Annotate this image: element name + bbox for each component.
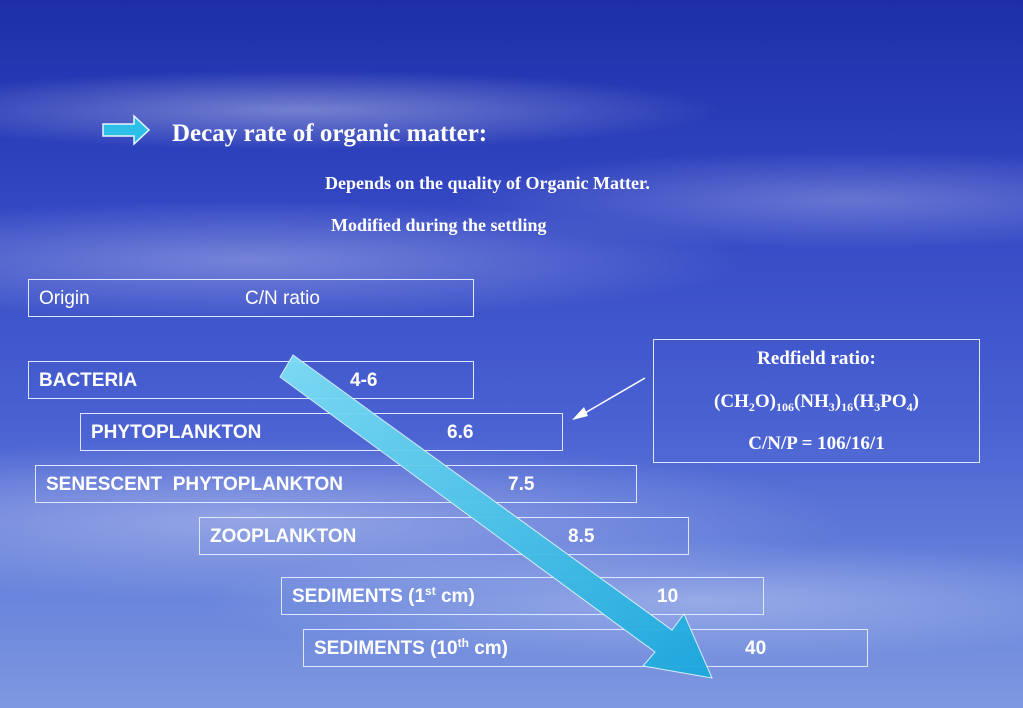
text-part: SENESCENT PHYTOPLANKTON xyxy=(46,474,344,495)
text-part: cm) xyxy=(435,586,475,607)
table-row: SEDIMENTS (1st cm) 10 xyxy=(281,577,764,615)
text-part: ) xyxy=(834,391,842,412)
redfield-box: Redfield ratio: (CH2O)106(NH3)16(H3PO4) … xyxy=(653,339,980,463)
row-value: 10 xyxy=(657,586,679,607)
text-part: (NH xyxy=(793,391,829,412)
row-label: PHYTOPLANKTON xyxy=(91,414,261,452)
row-label: SENESCENT PHYTOPLANKTON xyxy=(46,466,343,504)
row-value: 6.6 xyxy=(447,422,474,443)
table-row: PHYTOPLANKTON 6.6 xyxy=(80,413,563,451)
row-label: SEDIMENTS (10th cm) xyxy=(314,630,508,668)
row-value: 7.5 xyxy=(508,474,535,495)
text-part: PHYTOPLANKTON xyxy=(91,422,262,443)
table-row: SEDIMENTS (10th cm) 40 xyxy=(303,629,868,667)
row-value: 8.5 xyxy=(568,526,595,547)
text-part: ZOOPLANKTON xyxy=(210,526,357,547)
text-part: st xyxy=(425,584,436,598)
header-cell: Origin xyxy=(39,288,90,309)
text-part: ) xyxy=(912,391,919,412)
pointer-line xyxy=(577,377,646,418)
redfield-title: Redfield ratio: xyxy=(757,348,876,369)
text-part: (CH xyxy=(714,391,749,412)
text-part: 3 xyxy=(828,400,835,414)
redfield-formula: (CH2O)106(NH3)16(H3PO4) xyxy=(654,391,979,413)
text-part: 106 xyxy=(775,400,794,414)
row-label: SEDIMENTS (1st cm) xyxy=(292,578,475,616)
title: Decay rate of organic matter: xyxy=(172,120,488,147)
redfield-ratio: C/N/P = 106/16/1 xyxy=(748,433,885,454)
trend-arrow xyxy=(279,354,713,679)
text-part: cm) xyxy=(468,638,508,659)
text-part: BACTERIA xyxy=(39,370,138,391)
text-part: SEDIMENTS (1 xyxy=(292,586,426,607)
row-value: 4-6 xyxy=(350,370,378,391)
text-part: O) xyxy=(754,391,776,412)
header-row: Origin C/N ratio xyxy=(28,279,474,317)
text-part: PO xyxy=(880,391,907,412)
row-label: ZOOPLANKTON xyxy=(210,518,356,556)
subtitle: Depends on the quality of Organic Matter… xyxy=(325,173,650,193)
pointer-head xyxy=(572,407,588,420)
table-row: ZOOPLANKTON 8.5 xyxy=(199,517,689,555)
text-part: SEDIMENTS (10 xyxy=(314,638,458,659)
bullet-arrow xyxy=(102,114,151,146)
text-part: 16 xyxy=(841,400,854,414)
text-part: 3 xyxy=(874,400,881,414)
text-part: 2 xyxy=(748,400,755,414)
text-part: 4 xyxy=(906,400,913,414)
header-cell: C/N ratio xyxy=(245,288,320,309)
row-label: BACTERIA xyxy=(39,362,137,400)
table-row: BACTERIA 4-6 xyxy=(28,361,474,399)
row-value: 40 xyxy=(745,638,767,659)
subtitle: Modified during the settling xyxy=(331,215,547,235)
text-part: th xyxy=(457,636,469,650)
text-part: (H xyxy=(853,391,875,412)
table-row: SENESCENT PHYTOPLANKTON 7.5 xyxy=(35,465,637,503)
